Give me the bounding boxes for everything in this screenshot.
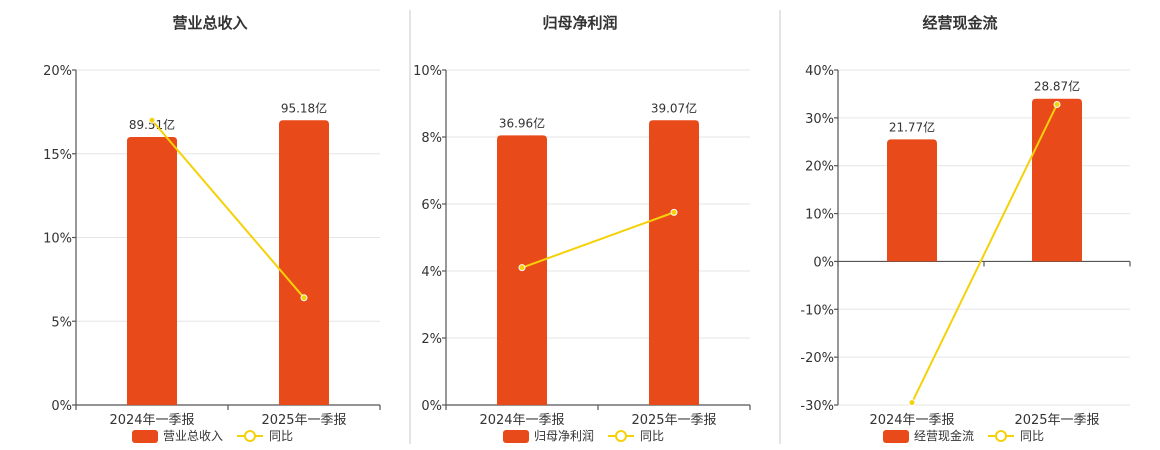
y-tick-label: 8% bbox=[421, 131, 442, 146]
y-tick-label: 0% bbox=[51, 399, 72, 414]
yoy-point bbox=[148, 116, 156, 124]
x-tick-label: 2025年一季报 bbox=[261, 413, 346, 428]
yoy-point bbox=[518, 264, 526, 272]
y-tick-label: -30% bbox=[800, 399, 834, 414]
x-tick-label: 2024年一季报 bbox=[479, 413, 564, 428]
yoy-point bbox=[1053, 100, 1061, 108]
legend-bar-label: 营业总收入 bbox=[163, 429, 223, 443]
y-tick-label: 20% bbox=[43, 64, 72, 79]
y-tick-label: 10% bbox=[805, 208, 834, 223]
bar-data-label: 21.77亿 bbox=[889, 119, 935, 134]
y-tick-label: 20% bbox=[805, 160, 834, 175]
y-tick-label: 6% bbox=[421, 198, 442, 213]
legend-line-marker bbox=[615, 430, 627, 442]
yoy-point bbox=[670, 208, 678, 216]
y-tick-label: 30% bbox=[805, 112, 834, 127]
y-tick-label: -20% bbox=[800, 351, 834, 366]
chart-title: 经营现金流 bbox=[922, 14, 997, 32]
x-tick-label: 2025年一季报 bbox=[1014, 413, 1099, 428]
bar-data-label: 36.96亿 bbox=[499, 115, 545, 130]
yoy-point bbox=[908, 399, 916, 407]
y-tick-label: 2% bbox=[421, 332, 442, 347]
legend-line-label: 同比 bbox=[269, 429, 293, 443]
legend-bar-label: 经营现金流 bbox=[914, 428, 974, 443]
x-tick-label: 2024年一季报 bbox=[109, 413, 194, 428]
y-tick-label: 15% bbox=[43, 148, 72, 163]
legend-bar-swatch bbox=[503, 430, 529, 443]
yoy-line bbox=[911, 104, 1058, 404]
y-tick-label: 10% bbox=[413, 64, 442, 79]
y-tick-label: 0% bbox=[813, 255, 834, 270]
yoy-point bbox=[300, 294, 308, 302]
bar-data-label: 28.87亿 bbox=[1034, 79, 1080, 94]
legend-line-label: 同比 bbox=[1020, 429, 1044, 443]
yoy-line bbox=[521, 211, 675, 269]
bar bbox=[279, 120, 329, 405]
x-tick-label: 2024年一季报 bbox=[869, 413, 954, 428]
legend-line-label: 同比 bbox=[640, 429, 664, 443]
bar bbox=[127, 137, 177, 405]
y-tick-label: 5% bbox=[51, 315, 72, 330]
bar-data-label: 39.07亿 bbox=[651, 100, 697, 115]
x-tick-label: 2025年一季报 bbox=[631, 413, 716, 428]
legend-bar-swatch bbox=[883, 430, 909, 443]
bar bbox=[649, 120, 699, 405]
y-tick-label: 10% bbox=[43, 232, 72, 247]
yoy-line bbox=[151, 119, 305, 299]
bar-data-label: 89.51亿 bbox=[129, 117, 175, 132]
y-tick-label: -10% bbox=[800, 303, 834, 318]
chart-title: 营业总收入 bbox=[172, 14, 247, 32]
legend-bar-swatch bbox=[132, 430, 158, 443]
y-tick-label: 4% bbox=[421, 265, 442, 280]
legend-line-marker bbox=[244, 430, 256, 442]
legend-bar-label: 归母净利润 bbox=[534, 429, 594, 443]
chart-title: 归母净利润 bbox=[542, 14, 617, 32]
operating-cashflow-chart: 经营现金流 40% 30% 20% 10% 0% -10% -20% -30% 2024年一季报… bbox=[800, 14, 1131, 443]
y-tick-label: 0% bbox=[421, 399, 442, 414]
bar bbox=[887, 139, 937, 262]
revenue-chart: 营业总收入 20% 15% 10% 5% 0% 2024年一季报 2025年一季报 89.51… bbox=[43, 14, 381, 443]
bar-data-label: 95.18亿 bbox=[281, 100, 327, 115]
bar bbox=[1032, 98, 1082, 262]
y-tick-label: 40% bbox=[805, 64, 834, 79]
net-profit-chart: 归母净利润 10% 8% 6% 4% 2% 0% 2024年一季报 2025年一季报 36.96… bbox=[413, 14, 751, 443]
legend-line-marker bbox=[995, 430, 1007, 442]
